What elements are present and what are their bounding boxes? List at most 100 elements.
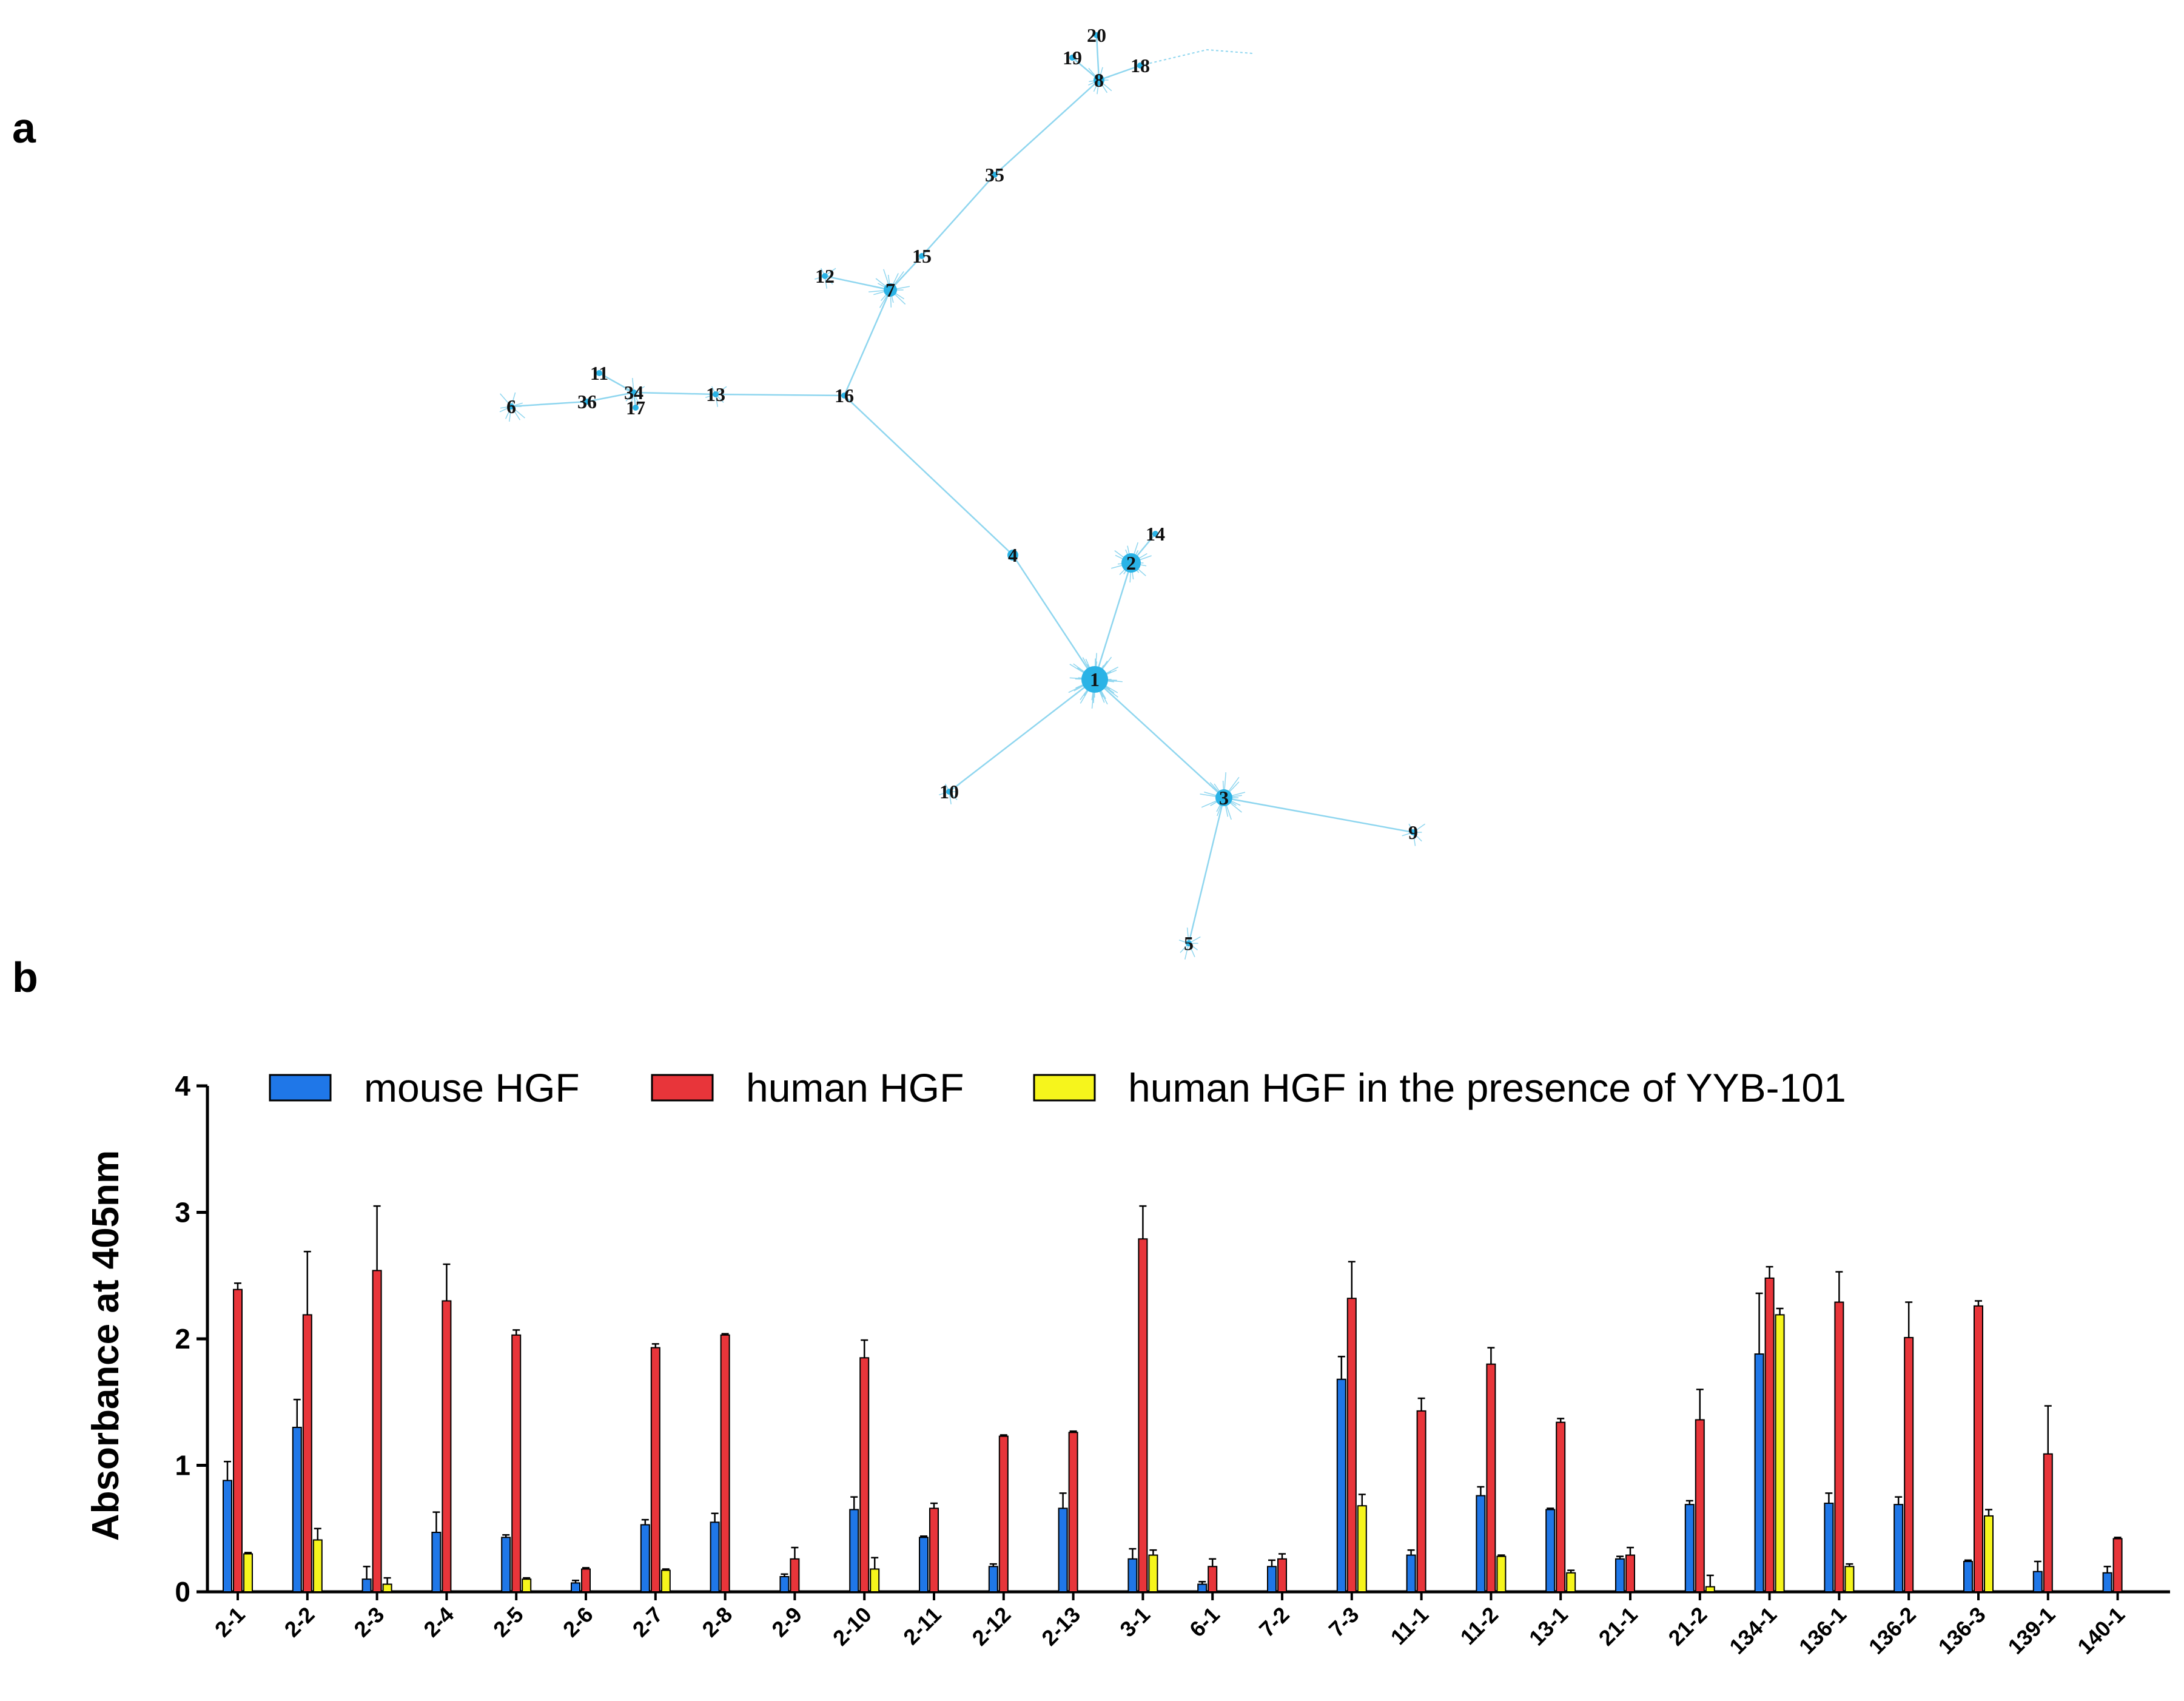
- bars: [223, 1205, 2123, 1593]
- x-tick-label: 7-2: [1254, 1602, 1294, 1642]
- bar: [2102, 1572, 2112, 1593]
- x-tick-label: 2-2: [280, 1602, 320, 1642]
- network-edges: [511, 35, 1414, 944]
- bar: [1764, 1277, 1775, 1592]
- bar: [1556, 1421, 1566, 1593]
- x-tick-label: 2-1: [210, 1602, 250, 1642]
- network-node: [919, 253, 925, 259]
- network-node: [633, 405, 639, 411]
- bar: [511, 1334, 522, 1593]
- bar: [1893, 1504, 1904, 1593]
- network-node-label: 13: [706, 383, 725, 405]
- x-tick-label: 6-1: [1184, 1602, 1225, 1642]
- network-node: [596, 370, 602, 376]
- network-edge: [511, 400, 588, 408]
- network-node: [822, 273, 828, 279]
- network-node: [584, 399, 590, 405]
- network-node: [1215, 789, 1232, 806]
- network-node-label: 15: [912, 245, 932, 267]
- bar: [720, 1334, 730, 1593]
- bar: [1058, 1507, 1068, 1592]
- network-spokes: [499, 67, 1426, 960]
- bar: [501, 1537, 511, 1592]
- network-edge: [1094, 679, 1225, 798]
- network-edge: [1188, 797, 1225, 944]
- network-node-label: 9: [1408, 821, 1418, 843]
- bar: [1566, 1572, 1576, 1593]
- bar: [302, 1314, 312, 1592]
- network-edge: [599, 372, 634, 394]
- bar: [442, 1300, 452, 1592]
- network-edge: [843, 289, 892, 396]
- bar: [1984, 1515, 1994, 1592]
- x-tick-label: 13-1: [1524, 1602, 1573, 1651]
- bar: [1068, 1432, 1078, 1593]
- x-tick-label: 11-1: [1386, 1602, 1434, 1650]
- bar: [1974, 1305, 1983, 1593]
- x-tick-label: 2-11: [898, 1602, 946, 1650]
- network-node: [1121, 553, 1141, 573]
- bar: [1197, 1583, 1208, 1592]
- network-node-label: 34: [624, 382, 643, 403]
- bar: [292, 1426, 302, 1592]
- bar: [382, 1583, 392, 1592]
- bar: [1357, 1505, 1367, 1592]
- network-node-label: 4: [1008, 544, 1018, 566]
- bar: [1208, 1566, 1218, 1593]
- bar: [1834, 1301, 1844, 1592]
- bar: [1138, 1238, 1148, 1593]
- bar: [870, 1568, 880, 1592]
- network-node-label: 6: [506, 396, 516, 417]
- bar: [2043, 1453, 2053, 1593]
- network-node: [841, 392, 847, 399]
- bar: [1844, 1566, 1855, 1593]
- bar: [849, 1509, 859, 1593]
- network-node: [1007, 550, 1018, 561]
- network-edge: [890, 255, 922, 291]
- bar: [1336, 1378, 1346, 1592]
- bar: [223, 1480, 232, 1593]
- network-edge: [994, 79, 1100, 175]
- bar: [1496, 1555, 1507, 1593]
- network-node: [1069, 55, 1075, 61]
- network-edge: [949, 679, 1095, 792]
- bar: [660, 1569, 671, 1592]
- bar: [1615, 1558, 1625, 1593]
- network-edge: [1223, 797, 1414, 834]
- bar: [988, 1566, 998, 1593]
- y-tick-label: 2: [175, 1323, 190, 1355]
- network-node-label: 36: [577, 391, 597, 413]
- x-tick-label: 2-10: [828, 1602, 876, 1651]
- x-tick-label: 139-1: [2003, 1602, 2060, 1659]
- network-node-label: 17: [626, 397, 645, 419]
- network-node: [713, 391, 719, 397]
- y-axis-label: Absorbance at 405nm: [85, 1150, 127, 1541]
- network-node-label: 35: [985, 164, 1004, 186]
- x-tick-label: 2-3: [349, 1602, 389, 1642]
- network-edge: [1012, 554, 1096, 680]
- x-tick-label: 2-12: [967, 1602, 1016, 1651]
- bar: [1416, 1410, 1426, 1592]
- network-edge: [1095, 35, 1100, 81]
- x-tick-label: 2-8: [697, 1602, 737, 1642]
- network-node: [1152, 531, 1158, 537]
- network-node-label: 19: [1063, 47, 1082, 69]
- bar: [859, 1357, 870, 1592]
- bar: [522, 1578, 532, 1592]
- bar: [571, 1582, 580, 1593]
- x-tick-label: 136-1: [1794, 1602, 1851, 1659]
- bar: [1277, 1558, 1287, 1593]
- bar: [1775, 1314, 1785, 1592]
- x-tick-label: 140-1: [2072, 1602, 2129, 1659]
- network-node-label: 3: [1219, 787, 1229, 809]
- y-axis: 0 1 2 3 4: [175, 1070, 209, 1608]
- y-tick-label: 0: [175, 1576, 190, 1608]
- network-edge-leaf: [1140, 49, 1253, 66]
- bar: [1148, 1554, 1158, 1592]
- bar: [1754, 1353, 1764, 1593]
- bar: [1346, 1298, 1357, 1593]
- bar: [790, 1558, 800, 1593]
- network-node-label: 1: [1090, 669, 1100, 690]
- bar: [431, 1532, 442, 1592]
